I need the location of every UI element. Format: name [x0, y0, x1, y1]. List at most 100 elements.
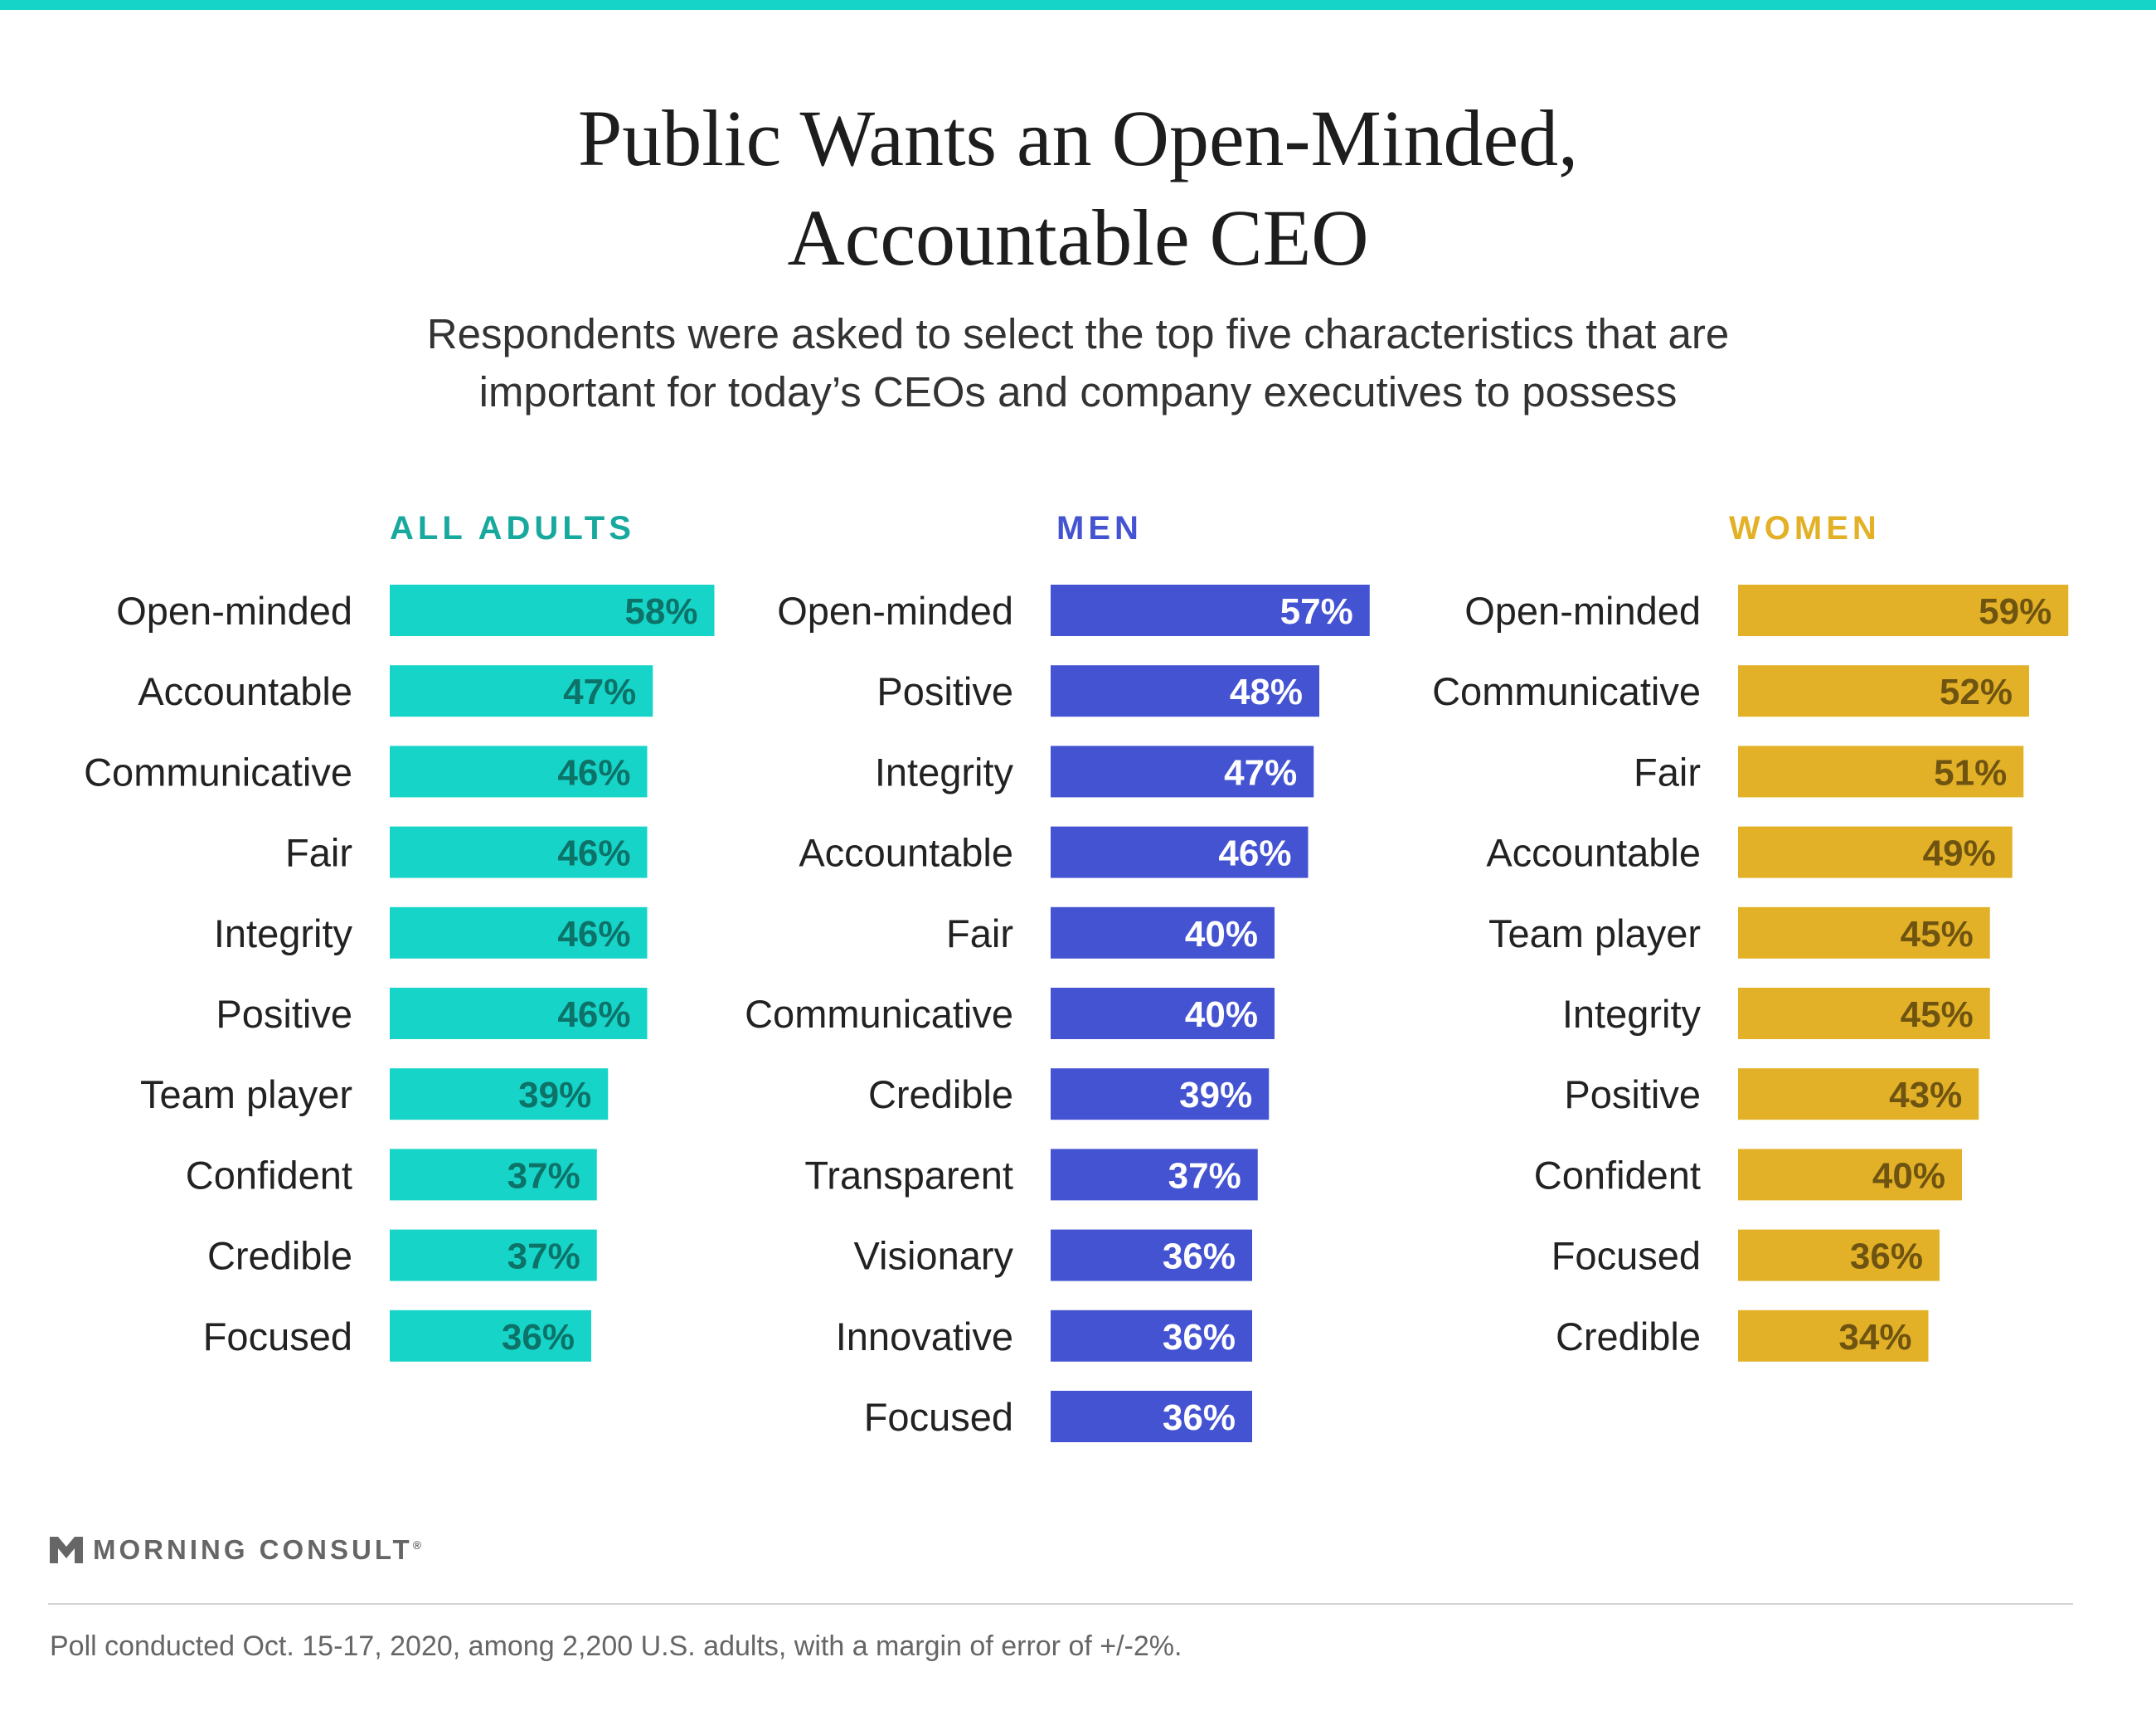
value-label-women: 43% — [1889, 1075, 1962, 1115]
bar-all-adults — [390, 746, 648, 798]
chart-subtitle-line1: Respondents were asked to select the top… — [426, 310, 1730, 357]
bar-all-adults — [390, 1310, 591, 1362]
category-label-men: Open-minded — [777, 589, 1013, 633]
value-label-men: 39% — [1179, 1075, 1252, 1115]
value-label-men: 40% — [1185, 994, 1258, 1035]
category-label-all-adults: Communicative — [84, 750, 352, 794]
value-label-women: 49% — [1923, 833, 1996, 874]
category-label-women: Fair — [1634, 750, 1701, 794]
value-label-men: 36% — [1163, 1317, 1236, 1358]
bar-women — [1738, 1068, 1979, 1120]
value-label-men: 36% — [1163, 1237, 1236, 1277]
value-label-men: 57% — [1280, 591, 1353, 632]
category-label-all-adults: Open-minded — [116, 589, 352, 633]
category-label-women: Team player — [1488, 911, 1701, 955]
chart-title-line1: Public Wants an Open-Minded, — [577, 94, 1579, 182]
bar-all-adults — [390, 1149, 597, 1201]
value-label-women: 45% — [1901, 914, 1974, 955]
category-label-all-adults: Team player — [140, 1072, 352, 1116]
bar-women — [1738, 988, 1990, 1039]
value-label-women: 36% — [1850, 1237, 1923, 1277]
category-label-men: Transparent — [804, 1153, 1013, 1197]
category-label-women: Open-minded — [1464, 589, 1701, 633]
value-label-all-adults: 39% — [518, 1075, 591, 1115]
category-label-women: Communicative — [1432, 669, 1701, 713]
bar-women — [1738, 906, 1990, 959]
morning-consult-logo-icon — [50, 1537, 83, 1563]
top-accent-bar — [0, 0, 2156, 10]
value-label-all-adults: 46% — [557, 833, 630, 874]
value-label-women: 52% — [1940, 672, 2013, 712]
chart-subtitle-line2: important for today’s CEOs and company e… — [478, 368, 1678, 415]
category-label-men: Accountable — [799, 831, 1013, 875]
chart-title-line2: Accountable CEO — [787, 193, 1369, 282]
bar-men — [1051, 988, 1275, 1039]
brand-name: MORNING CONSULT® — [93, 1534, 425, 1565]
category-label-men: Focused — [864, 1395, 1013, 1439]
category-label-all-adults: Positive — [216, 992, 352, 1036]
bar-women — [1738, 665, 2029, 717]
bar-women — [1738, 585, 2069, 636]
value-label-all-adults: 46% — [557, 914, 630, 955]
value-label-all-adults: 37% — [507, 1237, 580, 1277]
category-label-men: Integrity — [875, 750, 1014, 794]
bar-all-adults — [390, 585, 715, 636]
panel-title-men: MEN — [1056, 510, 1143, 547]
panel-title-all-adults: ALL ADULTS — [390, 510, 635, 547]
value-label-all-adults: 37% — [507, 1155, 580, 1196]
bar-all-adults — [390, 826, 648, 878]
value-label-women: 59% — [1979, 591, 2052, 632]
bar-men — [1051, 826, 1309, 878]
value-label-all-adults: 58% — [624, 591, 697, 632]
value-label-men: 37% — [1168, 1155, 1241, 1196]
category-label-all-adults: Integrity — [214, 911, 353, 955]
bar-men — [1051, 1391, 1252, 1442]
value-label-men: 40% — [1185, 914, 1258, 955]
bar-men — [1051, 665, 1319, 717]
value-label-men: 48% — [1230, 672, 1303, 712]
category-label-men: Communicative — [745, 992, 1013, 1036]
bar-all-adults — [390, 665, 653, 717]
bar-all-adults — [390, 1068, 609, 1120]
bar-all-adults — [390, 906, 648, 959]
value-label-women: 40% — [1872, 1155, 1945, 1196]
value-label-men: 47% — [1224, 752, 1297, 793]
category-label-men: Innovative — [836, 1314, 1013, 1358]
value-label-men: 46% — [1218, 833, 1291, 874]
bar-charts: Open-minded 58% Accountable 47% Communicativ… — [84, 585, 2069, 1442]
category-label-women: Confident — [1534, 1153, 1701, 1197]
panel-title-women: WOMEN — [1729, 510, 1881, 547]
bar-men — [1051, 1229, 1252, 1281]
category-label-all-adults: Fair — [285, 831, 352, 875]
footnote: Poll conducted Oct. 15-17, 2020, among 2… — [50, 1630, 1182, 1662]
brand-logo: MORNING CONSULT® — [50, 1534, 425, 1566]
category-label-men: Positive — [876, 669, 1013, 713]
bar-men — [1051, 1149, 1258, 1201]
footer-divider — [48, 1603, 2073, 1605]
category-label-all-adults: Accountable — [138, 669, 352, 713]
bar-women — [1738, 826, 2013, 878]
bar-women — [1738, 746, 2024, 798]
value-label-women: 51% — [1934, 752, 2007, 793]
category-label-men: Fair — [946, 911, 1013, 955]
category-label-all-adults: Focused — [203, 1314, 352, 1358]
bar-men — [1051, 1068, 1270, 1120]
bar-women — [1738, 1229, 1940, 1281]
category-label-women: Credible — [1556, 1314, 1701, 1358]
category-label-women: Accountable — [1486, 831, 1701, 875]
bar-all-adults — [390, 1229, 597, 1281]
bar-women — [1738, 1149, 1962, 1201]
category-label-all-adults: Confident — [186, 1153, 352, 1197]
bar-all-adults — [390, 988, 648, 1039]
value-label-women: 34% — [1838, 1317, 1911, 1358]
bar-men — [1051, 1310, 1252, 1362]
value-label-all-adults: 47% — [563, 672, 636, 712]
category-label-men: Visionary — [854, 1234, 1014, 1278]
category-label-men: Credible — [868, 1072, 1013, 1116]
value-label-all-adults: 36% — [502, 1317, 575, 1358]
value-label-all-adults: 46% — [557, 994, 630, 1035]
category-label-women: Integrity — [1562, 992, 1702, 1036]
bar-men — [1051, 906, 1275, 959]
bar-women — [1738, 1310, 1929, 1362]
category-label-all-adults: Credible — [207, 1234, 352, 1278]
